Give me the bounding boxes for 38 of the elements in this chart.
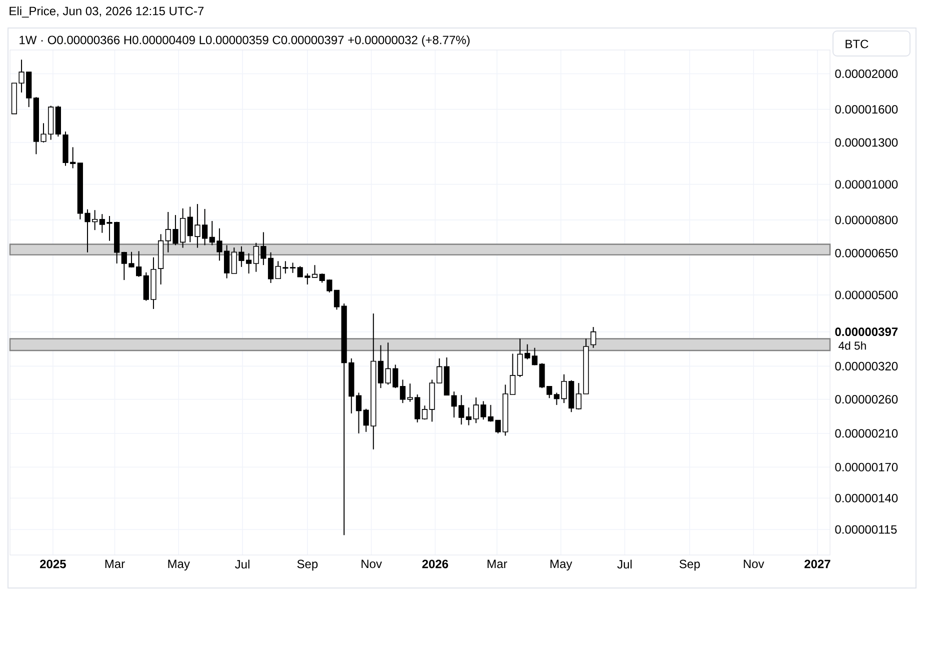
x-tick-label: 2027	[804, 560, 830, 568]
x-tick-label: 2026	[422, 560, 448, 568]
x-tick-label: May	[168, 560, 190, 570]
candlestick	[334, 290, 340, 310]
x-tick-label: Jul	[235, 560, 250, 569]
x-tick-label: May	[550, 560, 572, 570]
candlestick	[312, 264, 318, 278]
y-tick-label: 0.00000800	[835, 216, 898, 224]
x-tick-label: Mar	[488, 560, 508, 568]
candlestick	[356, 392, 362, 434]
x-tick-label: Sep	[680, 560, 700, 571]
candlestick	[590, 326, 596, 348]
y-axis-title: BTC	[846, 40, 868, 48]
candlestick	[378, 344, 384, 389]
y-tick-label: 0.00000500	[835, 290, 898, 300]
text: 4d 5h	[838, 341, 866, 350]
x-tick-label: Sep	[297, 560, 318, 571]
y-tick-label: 0.00000260	[835, 395, 898, 404]
x-tick-label: Jul	[617, 560, 632, 569]
chart-title: 1W · O0.00000366 H0.00000409 L0.00000359 C0.00000397 +0.00000032 (+8.77%)	[20, 35, 470, 47]
x-tick-label: Nov	[744, 560, 764, 568]
x-tick-label: Nov	[362, 560, 382, 568]
y-tick-label: 0.00001600	[835, 105, 898, 114]
candlestick	[290, 262, 296, 274]
y-tick-label: 0.00000210	[835, 429, 898, 438]
y-tick-label: 0.00000170	[835, 462, 898, 472]
y-tick-label: 0.00000140	[835, 494, 898, 502]
candlestick	[268, 252, 274, 284]
text: Eli_Price, Jun 03, 2026 12:15 UTC-7	[10, 6, 204, 18]
x-tick-label: 2025	[40, 560, 66, 568]
y-tick-label: 0.00000650	[835, 248, 898, 258]
y-tick-label: 0.00000320	[835, 362, 898, 370]
y-tick-label: 0.00002000	[835, 69, 898, 78]
y-tick-label: 0.00001000	[835, 180, 898, 189]
y-tick-label: 0.00000115	[835, 525, 897, 534]
y-tick-label: 0.00000397	[835, 328, 898, 336]
y-tick-label: 0.00001300	[835, 138, 898, 147]
x-tick-label: Mar	[105, 560, 125, 568]
